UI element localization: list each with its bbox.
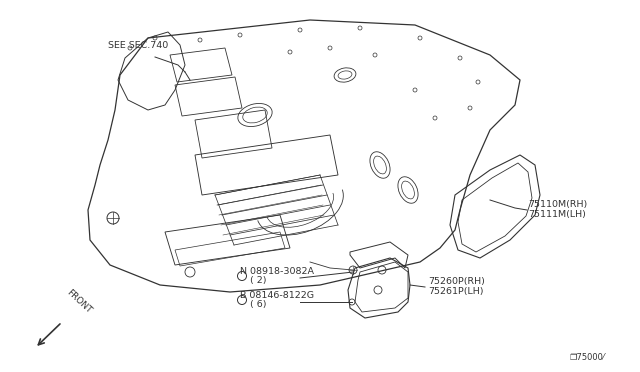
Text: ( 2): ( 2): [250, 276, 266, 285]
Text: N 08918-3082A: N 08918-3082A: [240, 267, 314, 276]
Text: ❐75000⁄: ❐75000⁄: [570, 353, 605, 362]
Text: 75110M(RH): 75110M(RH): [528, 200, 588, 209]
Text: 75111M(LH): 75111M(LH): [528, 210, 586, 219]
Text: 75261P(LH): 75261P(LH): [428, 287, 483, 296]
Text: B 08146-8122G: B 08146-8122G: [240, 291, 314, 300]
Text: ( 6): ( 6): [250, 300, 266, 309]
Text: FRONT: FRONT: [65, 288, 93, 315]
Text: SEE SEC.740: SEE SEC.740: [108, 41, 168, 50]
Text: 75260P(RH): 75260P(RH): [428, 277, 485, 286]
